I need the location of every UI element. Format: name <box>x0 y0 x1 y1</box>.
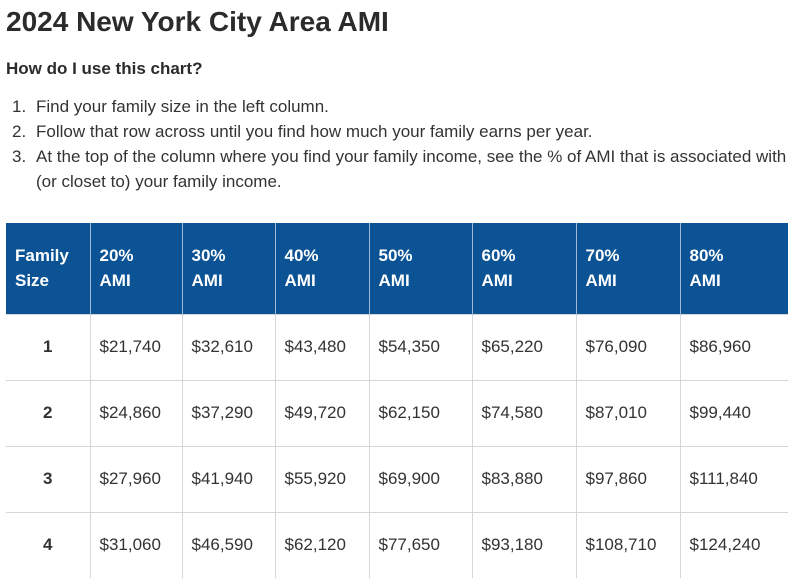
header-line: 20% <box>99 246 134 266</box>
income-cell: $62,120 <box>274 511 369 578</box>
income-cell: $27,960 <box>89 445 182 512</box>
income-cell: $43,480 <box>274 313 369 380</box>
family-size-cell: 3 <box>6 445 90 512</box>
income-cell: $97,860 <box>575 445 680 512</box>
header-50-ami: 50% AMI <box>368 223 472 314</box>
header-30-ami: 30% AMI <box>181 223 275 314</box>
instruction-number: 2. <box>12 122 27 141</box>
income-cell: $62,150 <box>368 379 472 446</box>
ami-income-table: Family Size 20% AMI 30% AMI 40% AMI 50% AMI 6… <box>6 223 788 578</box>
family-size-cell: 1 <box>6 313 90 380</box>
income-cell: $41,940 <box>181 445 275 512</box>
header-line: Size <box>15 271 50 291</box>
income-cell: $69,900 <box>368 445 472 512</box>
header-line: AMI <box>378 271 410 291</box>
family-size-cell: 2 <box>6 379 90 446</box>
income-cell: $99,440 <box>679 379 788 446</box>
header-line: 80% <box>689 246 724 266</box>
header-20-ami: 20% AMI <box>89 223 182 314</box>
table-row: 1 $21,740 $32,610 $43,480 $54,350 $65,22… <box>6 313 788 380</box>
header-line: 70% <box>585 246 620 266</box>
header-line: Family <box>15 246 69 266</box>
income-cell: $74,580 <box>471 379 576 446</box>
header-40-ami: 40% AMI <box>274 223 369 314</box>
income-cell: $86,960 <box>679 313 788 380</box>
table-row: 2 $24,860 $37,290 $49,720 $62,150 $74,58… <box>6 379 788 446</box>
income-cell: $87,010 <box>575 379 680 446</box>
instruction-text: Follow that row across until you find ho… <box>36 122 593 141</box>
header-line: AMI <box>284 271 316 291</box>
income-cell: $124,240 <box>679 511 788 578</box>
instruction-item: 2. Follow that row across until you find… <box>12 119 788 144</box>
income-cell: $37,290 <box>181 379 275 446</box>
income-cell: $32,610 <box>181 313 275 380</box>
header-line: 50% <box>378 246 413 266</box>
header-70-ami: 70% AMI <box>575 223 680 314</box>
income-cell: $111,840 <box>679 445 788 512</box>
header-80-ami: 80% AMI <box>679 223 788 314</box>
instruction-text: At the top of the column where you find … <box>36 147 787 191</box>
header-line: AMI <box>99 271 131 291</box>
income-cell: $77,650 <box>368 511 472 578</box>
instructions-list: 1. Find your family size in the left col… <box>12 94 788 194</box>
page-title: 2024 New York City Area AMI <box>6 6 389 37</box>
header-line: 40% <box>284 246 319 266</box>
header-line: AMI <box>191 271 223 291</box>
table-header-row: Family Size 20% AMI 30% AMI 40% AMI 50% AMI 6… <box>6 223 788 314</box>
income-cell: $93,180 <box>471 511 576 578</box>
income-cell: $83,880 <box>471 445 576 512</box>
instruction-number: 3. <box>12 147 27 166</box>
instructions-heading: How do I use this chart? <box>6 59 203 78</box>
income-cell: $54,350 <box>368 313 472 380</box>
instruction-number: 1. <box>12 97 27 116</box>
instruction-item: 3. At the top of the column where you fi… <box>12 144 788 194</box>
header-line: AMI <box>481 271 513 291</box>
header-line: AMI <box>585 271 617 291</box>
income-cell: $55,920 <box>274 445 369 512</box>
income-cell: $46,590 <box>181 511 275 578</box>
income-cell: $21,740 <box>89 313 182 380</box>
family-size-cell: 4 <box>6 511 90 578</box>
income-cell: $108,710 <box>575 511 680 578</box>
income-cell: $31,060 <box>89 511 182 578</box>
table-row: 3 $27,960 $41,940 $55,920 $69,900 $83,88… <box>6 445 788 512</box>
income-cell: $24,860 <box>89 379 182 446</box>
header-line: AMI <box>689 271 721 291</box>
income-cell: $65,220 <box>471 313 576 380</box>
table-row: 4 $31,060 $46,590 $62,120 $77,650 $93,18… <box>6 511 788 578</box>
instruction-text: Find your family size in the left column… <box>36 97 329 116</box>
income-cell: $76,090 <box>575 313 680 380</box>
header-line: 30% <box>191 246 226 266</box>
header-60-ami: 60% AMI <box>471 223 576 314</box>
header-family-size: Family Size <box>6 223 90 314</box>
header-line: 60% <box>481 246 516 266</box>
instruction-item: 1. Find your family size in the left col… <box>12 94 788 119</box>
income-cell: $49,720 <box>274 379 369 446</box>
